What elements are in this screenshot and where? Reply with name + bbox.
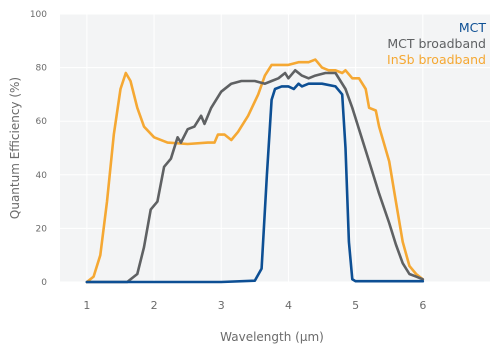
x-axis-title: Wavelength (µm) — [220, 330, 324, 344]
y-tick-label: 100 — [30, 10, 47, 20]
y-axis-title: Quantum Efficiency (%) — [8, 77, 22, 219]
legend-entry: MCT — [459, 20, 487, 35]
series-lines — [85, 58, 425, 284]
grid — [60, 13, 490, 283]
y-tick-label: 0 — [41, 278, 47, 288]
y-tick-label: 40 — [36, 171, 48, 181]
legend-entry: InSb broadband — [387, 52, 486, 67]
x-tick-label: 3 — [218, 299, 225, 312]
series-line-insb-broadband — [85, 58, 425, 284]
y-tick-labels: 0 20 40 60 80 100 — [30, 10, 47, 288]
y-tick-label: 80 — [36, 64, 48, 74]
x-tick-label: 6 — [419, 299, 426, 312]
plot-area — [60, 14, 490, 282]
y-tick-label: 60 — [36, 117, 48, 127]
x-tick-label: 2 — [151, 299, 158, 312]
x-tick-labels: 1 2 3 4 5 6 — [83, 299, 426, 312]
series-line-mct-broadband — [85, 69, 425, 284]
y-tick-label: 20 — [36, 224, 48, 234]
x-tick-label: 5 — [352, 299, 359, 312]
legend-entry: MCT broadband — [387, 36, 486, 51]
x-tick-label: 1 — [83, 299, 90, 312]
series-line-mct — [85, 82, 425, 284]
x-tick-label: 4 — [285, 299, 292, 312]
